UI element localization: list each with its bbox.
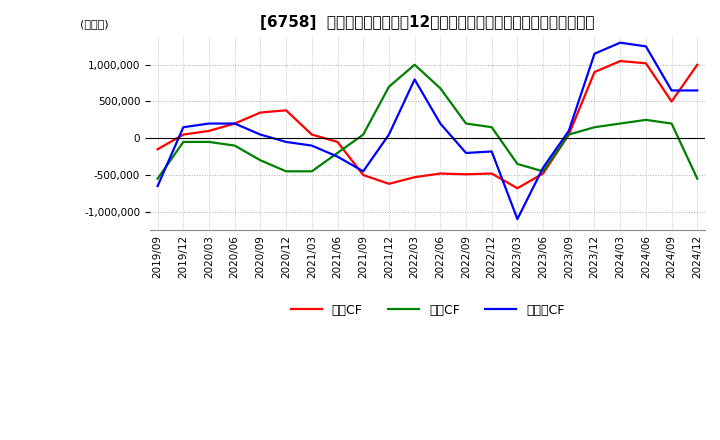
営業CF [487,171,496,176]
営業CF [333,139,342,145]
投資CF [204,139,213,145]
投資CF [513,161,522,167]
投資CF [282,169,290,174]
投資CF [642,117,650,122]
フリーCF [693,88,701,93]
投資CF [359,132,367,137]
投資CF [333,150,342,156]
Line: 投資CF: 投資CF [158,65,697,179]
Y-axis label: (百万円): (百万円) [80,19,109,29]
フリーCF [462,150,470,156]
営業CF [539,171,547,176]
営業CF [204,128,213,133]
営業CF [153,147,162,152]
投資CF [153,176,162,181]
営業CF [179,132,188,137]
投資CF [230,143,239,148]
営業CF [642,61,650,66]
営業CF [513,186,522,191]
フリーCF [436,121,445,126]
投資CF [487,125,496,130]
フリーCF [384,132,393,137]
フリーCF [179,125,188,130]
投資CF [462,121,470,126]
Line: フリーCF: フリーCF [158,43,697,219]
フリーCF [590,51,599,56]
営業CF [230,121,239,126]
投資CF [436,86,445,91]
営業CF [384,181,393,187]
営業CF [256,110,265,115]
投資CF [410,62,419,67]
フリーCF [359,169,367,174]
投資CF [590,125,599,130]
Line: 営業CF: 営業CF [158,61,697,188]
営業CF [693,62,701,67]
フリーCF [513,216,522,222]
投資CF [256,158,265,163]
営業CF [564,132,573,137]
フリーCF [667,88,676,93]
フリーCF [487,149,496,154]
投資CF [539,169,547,174]
営業CF [410,175,419,180]
営業CF [667,99,676,104]
Title: [6758]  キャッシュフローの12か月移動合計の対前年同期増減額の推移: [6758] キャッシュフローの12か月移動合計の対前年同期増減額の推移 [260,15,595,30]
投資CF [616,121,624,126]
投資CF [179,139,188,145]
営業CF [462,172,470,177]
営業CF [590,70,599,75]
フリーCF [256,132,265,137]
投資CF [667,121,676,126]
営業CF [359,172,367,178]
フリーCF [307,143,316,148]
フリーCF [564,128,573,133]
フリーCF [153,183,162,189]
フリーCF [410,77,419,82]
フリーCF [333,154,342,159]
営業CF [282,108,290,113]
投資CF [693,176,701,181]
投資CF [564,132,573,137]
フリーCF [204,121,213,126]
Legend: 営業CF, 投資CF, フリーCF: 営業CF, 投資CF, フリーCF [286,299,570,322]
フリーCF [642,44,650,49]
投資CF [307,169,316,174]
フリーCF [230,121,239,126]
投資CF [384,84,393,89]
フリーCF [616,40,624,45]
フリーCF [282,139,290,145]
フリーCF [539,165,547,170]
営業CF [616,59,624,64]
営業CF [436,171,445,176]
営業CF [307,132,316,137]
